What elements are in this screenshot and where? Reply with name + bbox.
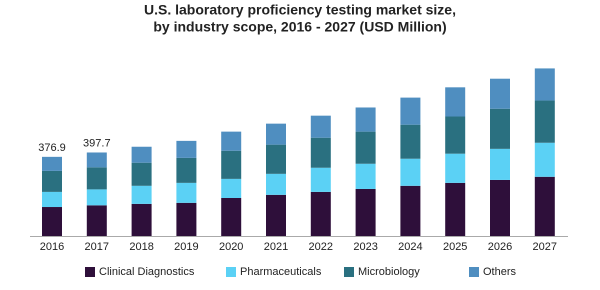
bar-segment bbox=[176, 140, 197, 158]
bar-segment bbox=[221, 197, 242, 236]
x-tick-label: 2026 bbox=[488, 241, 512, 253]
x-tick-label: 2020 bbox=[219, 241, 243, 253]
bar-segment bbox=[176, 202, 197, 236]
bar-segment bbox=[355, 131, 376, 164]
bar-segment bbox=[266, 173, 286, 195]
bar-segment bbox=[310, 191, 331, 236]
x-tick-label: 2025 bbox=[443, 241, 467, 253]
bar-segment bbox=[131, 146, 152, 163]
bar-segment bbox=[534, 100, 555, 143]
bar-segment bbox=[86, 152, 107, 168]
bar-segment bbox=[221, 150, 242, 179]
bar-segment bbox=[131, 203, 152, 236]
bar-segment bbox=[355, 163, 376, 189]
bar-segment bbox=[445, 182, 466, 236]
chart-title: U.S. laboratory proficiency testing mark… bbox=[144, 2, 456, 18]
bar-segment bbox=[534, 176, 555, 236]
bar-segment bbox=[310, 115, 331, 138]
bar-segment bbox=[400, 158, 421, 186]
total-label: 397.7 bbox=[83, 137, 111, 149]
bar-segment bbox=[445, 153, 466, 183]
bar-segment bbox=[221, 131, 242, 151]
bar-segment bbox=[131, 162, 152, 186]
bar-segment bbox=[86, 205, 107, 236]
bar-segment bbox=[400, 97, 421, 125]
x-tick-label: 2019 bbox=[174, 241, 198, 253]
bar-segment bbox=[42, 207, 62, 236]
bar-segment bbox=[534, 68, 555, 101]
x-tick-label: 2021 bbox=[264, 241, 288, 253]
legend-label: Microbiology bbox=[358, 266, 420, 278]
legend-swatch bbox=[85, 267, 95, 277]
bar-segment bbox=[400, 124, 421, 159]
bar-segment bbox=[355, 188, 376, 236]
bar-segment bbox=[266, 144, 286, 174]
x-tick-label: 2023 bbox=[353, 241, 377, 253]
legend-swatch bbox=[226, 267, 236, 277]
bar-segment bbox=[86, 167, 107, 190]
x-tick-label: 2027 bbox=[533, 241, 557, 253]
bar-segment bbox=[176, 182, 197, 203]
legend-label: Others bbox=[483, 266, 517, 278]
bar-segment bbox=[490, 148, 510, 180]
x-tick-label: 2018 bbox=[129, 241, 153, 253]
bar-segment bbox=[490, 78, 510, 109]
bar-segment bbox=[266, 194, 286, 236]
bar-segment bbox=[42, 156, 62, 171]
bar-segment bbox=[445, 87, 466, 117]
bar-segment bbox=[310, 137, 331, 168]
bar-segment bbox=[266, 123, 286, 145]
legend-label: Clinical Diagnostics bbox=[99, 266, 195, 278]
legend-swatch bbox=[469, 267, 479, 277]
bar-segment bbox=[445, 116, 466, 154]
bar-segment bbox=[42, 191, 62, 208]
bar-segment bbox=[42, 170, 62, 192]
bar-segment bbox=[221, 178, 242, 198]
bar-segment bbox=[86, 189, 107, 206]
bar-segment bbox=[490, 179, 510, 236]
chart-subtitle: by industry scope, 2016 - 2027 (USD Mill… bbox=[153, 19, 446, 35]
bar-segment bbox=[176, 157, 197, 183]
bar-segment bbox=[400, 185, 421, 236]
bar-segment bbox=[490, 108, 510, 149]
total-label: 376.9 bbox=[38, 142, 66, 154]
x-tick-label: 2024 bbox=[398, 241, 422, 253]
legend-swatch bbox=[344, 267, 354, 277]
bar-segment bbox=[131, 185, 152, 204]
bar-segment bbox=[534, 142, 555, 177]
legend-label: Pharmaceuticals bbox=[240, 266, 322, 278]
x-tick-label: 2017 bbox=[85, 241, 109, 253]
bar-segment bbox=[355, 107, 376, 132]
x-tick-label: 2016 bbox=[40, 241, 64, 253]
x-tick-label: 2022 bbox=[309, 241, 333, 253]
bar-segment bbox=[310, 167, 331, 192]
